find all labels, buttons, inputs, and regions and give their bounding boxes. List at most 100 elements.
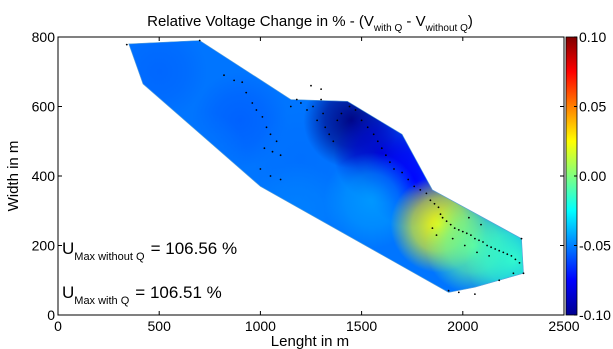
measurement-point: [506, 253, 509, 256]
measurement-point: [512, 272, 515, 275]
measurement-point: [419, 189, 422, 191]
measurement-point: [336, 119, 339, 122]
measurement-point: [474, 293, 476, 295]
measurement-point: [322, 112, 324, 115]
measurement-point: [269, 133, 272, 136]
measurement-point: [245, 91, 248, 94]
colorbar-tick-label: 0.05: [579, 99, 606, 115]
measurement-point: [502, 251, 505, 254]
measurement-point: [486, 244, 488, 247]
y-axis-label: Width in m: [5, 141, 22, 212]
measurement-point: [348, 105, 351, 108]
measurement-point: [413, 185, 416, 188]
x-tick-label: 1000: [245, 318, 276, 334]
measurement-point: [470, 234, 472, 237]
measurement-point: [261, 116, 264, 118]
measurement-point: [401, 171, 403, 174]
y-tick-label: 0: [47, 307, 55, 323]
measurement-point: [320, 88, 322, 90]
measurement-point: [463, 244, 466, 247]
measurement-point: [125, 43, 128, 46]
measurement-points: [125, 39, 525, 295]
measurement-point: [354, 109, 357, 111]
measurement-point: [488, 255, 490, 257]
measurement-point: [385, 154, 387, 157]
y-tick-label: 800: [32, 29, 56, 45]
measurement-point: [474, 237, 476, 240]
measurement-point: [316, 119, 318, 122]
measurement-point: [320, 98, 322, 101]
measurement-point: [439, 213, 442, 216]
measurement-point: [429, 199, 432, 202]
colorbar-tick-label: 0.00: [579, 168, 606, 184]
colorbar-tick-label: 0.10: [579, 29, 606, 45]
measurement-point: [441, 216, 444, 219]
measurement-point: [300, 102, 302, 104]
measurement-point: [223, 74, 225, 77]
measurement-point: [233, 79, 236, 82]
measurement-point: [518, 262, 521, 264]
measurement-point: [380, 147, 383, 150]
measurement-point: [445, 220, 448, 223]
measurement-point: [324, 126, 327, 129]
x-tick-label: 1500: [346, 318, 377, 334]
measurement-point: [498, 279, 501, 282]
colorbar-ticks: 0.10 0.05 0.00 -0.05 -0.10: [574, 29, 611, 323]
measurement-point: [451, 237, 454, 240]
measurement-point: [514, 258, 517, 261]
measurement-point: [468, 216, 470, 219]
y-tick-label: 600: [32, 99, 56, 115]
measurement-point: [332, 140, 335, 143]
measurement-point: [449, 223, 452, 226]
measurement-point: [478, 239, 480, 242]
measurement-point: [279, 154, 282, 157]
measurement-point: [461, 230, 464, 233]
measurement-point: [447, 289, 450, 292]
x-axis: 0 500 1000 1500 2000 2500: [54, 37, 580, 334]
measurement-point: [494, 248, 497, 250]
measurement-point: [255, 109, 258, 111]
measurement-point: [522, 272, 525, 275]
colorbar-tick-label: -0.05: [579, 238, 611, 254]
measurement-point: [279, 178, 282, 181]
measurement-point: [271, 150, 274, 153]
x-tick-label: 2000: [447, 318, 478, 334]
measurement-point: [482, 241, 484, 243]
annotation-u-max-without-q: UMax without Q = 106.56 %: [62, 239, 237, 263]
measurement-point: [310, 84, 312, 87]
measurement-point: [453, 227, 456, 230]
colorbar-tick-label: -0.10: [579, 307, 611, 323]
measurement-point: [366, 126, 369, 129]
measurement-point: [465, 232, 468, 235]
measurement-point: [360, 119, 363, 122]
measurement-point: [480, 223, 482, 226]
measurement-point: [340, 112, 343, 115]
measurement-point: [372, 133, 375, 136]
measurement-point: [510, 255, 513, 257]
measurement-point: [251, 102, 254, 104]
measurement-point: [312, 105, 314, 108]
measurement-point: [295, 98, 298, 101]
x-tick-label: 2500: [548, 318, 579, 334]
measurement-point: [435, 234, 438, 237]
measurement-point: [457, 229, 460, 231]
measurement-point: [241, 81, 244, 84]
measurement-point: [476, 251, 478, 254]
measurement-point: [498, 249, 501, 252]
x-tick-label: 500: [148, 318, 172, 334]
measurement-point: [306, 109, 308, 111]
measurement-point: [328, 133, 331, 136]
measurement-point: [376, 140, 379, 143]
measurement-point: [437, 206, 440, 209]
measurement-point: [431, 227, 434, 230]
measurement-point: [425, 192, 428, 195]
chart-title: Relative Voltage Change in % - (Vwith Q …: [147, 13, 473, 34]
measurement-point: [289, 105, 292, 108]
measurement-point: [259, 168, 262, 170]
measurement-point: [269, 175, 272, 177]
x-tick-label: 0: [54, 318, 62, 334]
measurement-point: [457, 291, 460, 294]
y-tick-label: 200: [32, 238, 56, 254]
annotation-u-max-with-q: UMax with Q = 106.51 %: [62, 283, 222, 307]
